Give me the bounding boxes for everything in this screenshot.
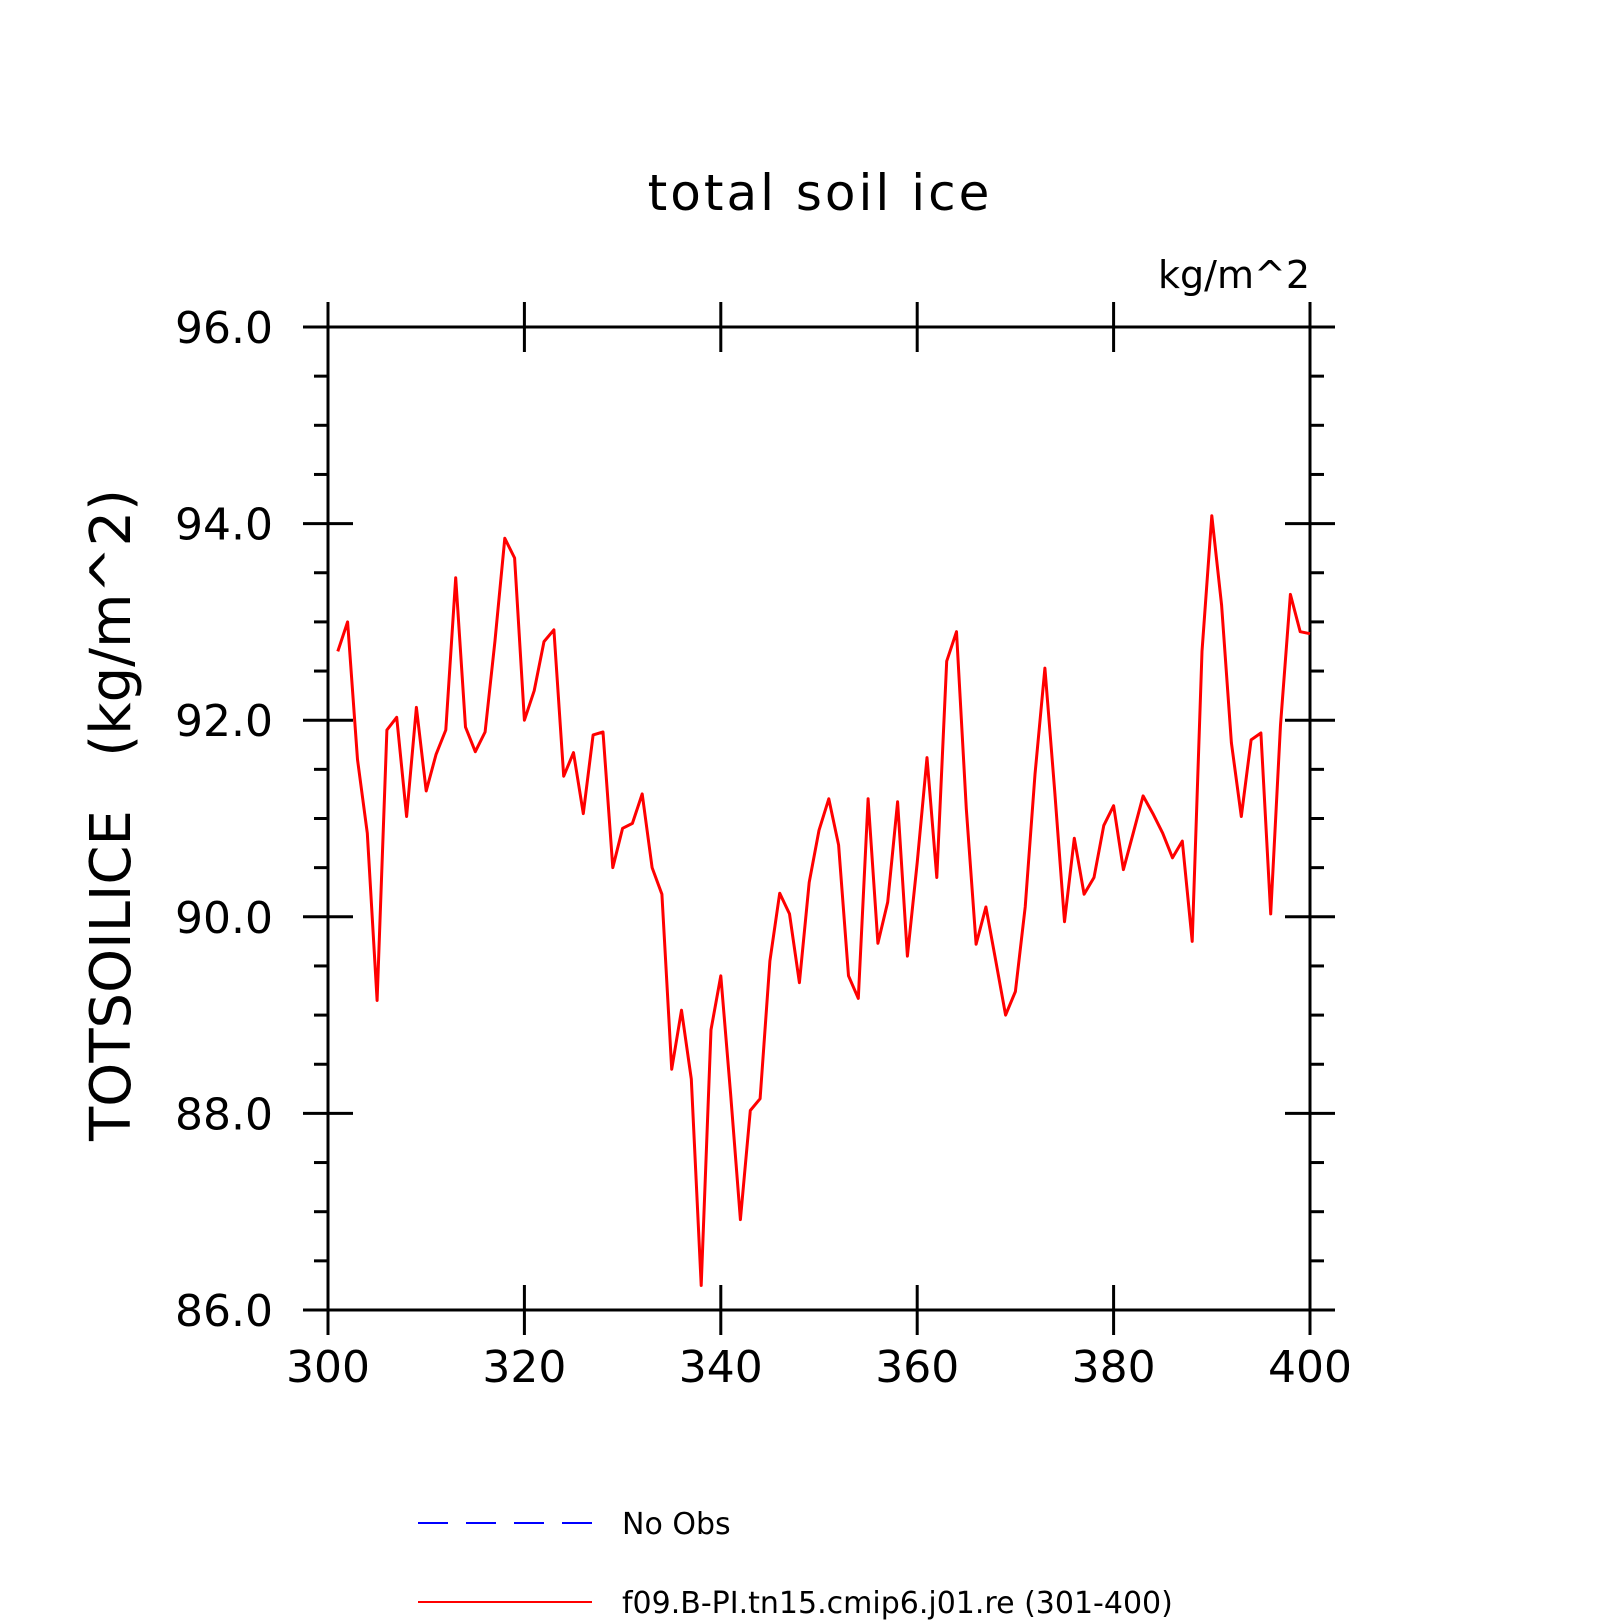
series-layer	[336, 514, 1311, 1287]
legend-label-0: No Obs	[622, 1507, 731, 1542]
x-tick-label: 400	[1268, 1342, 1352, 1393]
y-tick-label: 92.0	[175, 696, 273, 747]
y-tick-label: 86.0	[175, 1286, 273, 1337]
x-tick-label: 300	[286, 1342, 370, 1393]
axis-ticks	[303, 302, 1335, 1335]
x-tick-label: 360	[875, 1342, 959, 1393]
x-tick-label: 320	[482, 1342, 566, 1393]
x-tick-label: 380	[1072, 1342, 1156, 1393]
units-label: kg/m^2	[1158, 253, 1310, 297]
series-line-0	[336, 514, 1311, 1287]
chart-title: total soil ice	[648, 164, 993, 222]
tick-labels: 300 320 340 360 380 400 86.0 88.0 90.0 92.0 94.0 96…	[175, 303, 1352, 1393]
y-tick-label: 90.0	[175, 893, 273, 944]
y-tick-label: 94.0	[175, 500, 273, 551]
y-axis-label: TOTSOILICE (kg/m^2)	[79, 489, 144, 1142]
plot-frame	[326, 325, 1312, 1312]
y-tick-label: 88.0	[175, 1089, 273, 1140]
legend: No Obs f09.B-PI.tn15.cmip6.j01.re (301-40…	[418, 1507, 1173, 1620]
x-tick-label: 340	[679, 1342, 763, 1393]
y-tick-label: 96.0	[175, 303, 273, 354]
legend-label-1: f09.B-PI.tn15.cmip6.j01.re (301-400)	[622, 1586, 1173, 1620]
